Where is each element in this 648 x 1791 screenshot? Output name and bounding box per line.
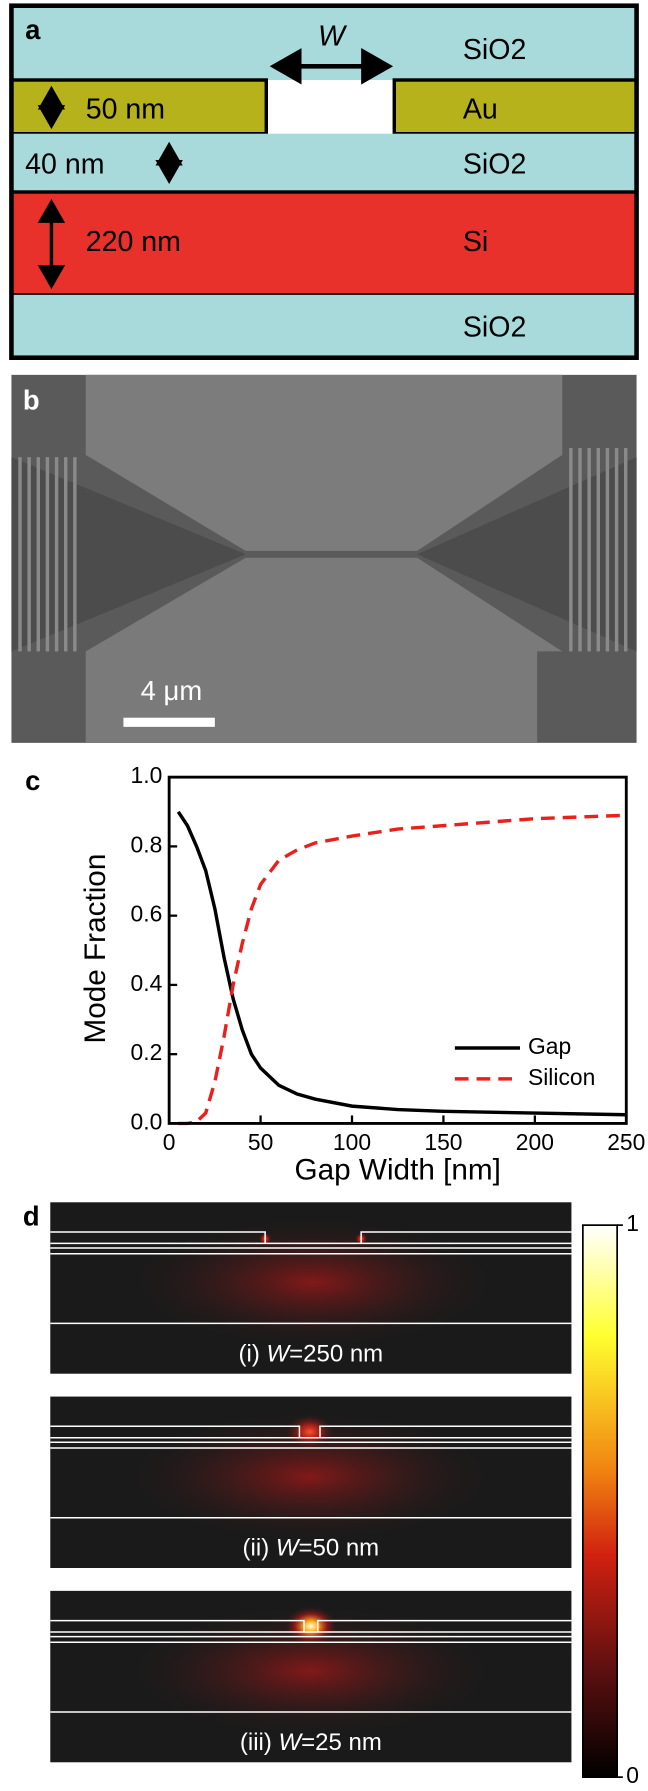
series-line	[176, 810, 627, 1117]
frame	[9, 3, 639, 360]
scale-bar-label: 4 μm	[141, 675, 202, 706]
map-label: (i) W=250 nm	[239, 1341, 384, 1368]
gap-symbol: W	[318, 20, 348, 52]
x-tick-label: 50	[248, 1129, 273, 1155]
panel-label: a	[25, 14, 41, 45]
panel-a: a W SiO2 50 nm Au 40 nm SiO2 220 nm Si S…	[9, 3, 639, 360]
map-label-symbol: W	[279, 1729, 304, 1756]
y-tick-label: 0.2	[131, 1039, 163, 1065]
x-tick-label: 250	[607, 1129, 645, 1155]
taper	[11, 457, 246, 652]
y-tick-label: 1.0	[131, 762, 163, 788]
panel-label: d	[23, 1201, 40, 1232]
x-tick-label: 0	[163, 1129, 176, 1155]
panel-b: 4 μm b	[11, 374, 637, 743]
scale-bar	[123, 717, 215, 727]
field-map: (ii) W=50 nm	[50, 1396, 572, 1568]
panel-label: b	[23, 385, 40, 416]
spacer-layer	[11, 133, 637, 192]
layer-outline	[50, 1231, 572, 1325]
x-tick-label: 200	[516, 1129, 554, 1155]
bottom-oxide-layer	[11, 294, 637, 358]
layer-outline	[50, 1425, 572, 1519]
map-label: (ii) W=50 nm	[243, 1535, 380, 1562]
layer-label: SiO2	[463, 148, 526, 180]
taper	[417, 457, 637, 652]
legend-label: Gap	[528, 1033, 571, 1059]
y-tick-label: 0.6	[131, 901, 163, 927]
y-tick-label: 0.8	[131, 831, 163, 857]
map-label-suffix: =25 nm	[301, 1729, 382, 1756]
y-axis-title: Mode Fraction	[79, 854, 112, 1044]
layer-label: SiO2	[463, 34, 526, 66]
thickness-label: 220 nm	[86, 226, 181, 258]
map-label-prefix: (iii)	[240, 1729, 279, 1756]
legend-label: Silicon	[528, 1064, 595, 1090]
x-tick-label: 150	[424, 1129, 462, 1155]
colorbar-tick-label: 0	[626, 1762, 639, 1788]
y-tick-label: 0.4	[131, 970, 163, 996]
y-tick-label: 0.0	[131, 1108, 163, 1134]
layer-label: Au	[463, 93, 498, 125]
panel-c: c Gap Width [nm] Mode Fraction 0.0 0.2 0.4…	[25, 762, 645, 1186]
electrode	[85, 374, 563, 551]
figure-content: a W SiO2 50 nm Au 40 nm SiO2 220 nm Si S…	[9, 3, 645, 1789]
au-layer	[392, 78, 639, 136]
series-line	[178, 813, 627, 1126]
thickness-label: 40 nm	[25, 148, 104, 180]
layer-label: Si	[463, 226, 488, 258]
field-glow	[118, 1213, 508, 1351]
map-label-suffix: =250 nm	[289, 1341, 383, 1368]
map-label-suffix: =50 nm	[298, 1535, 379, 1562]
si-layer	[9, 190, 639, 297]
field-map: (iii) W=25 nm	[50, 1590, 572, 1763]
grating	[18, 447, 628, 652]
map-label-prefix: (i)	[239, 1341, 267, 1368]
field-glow	[283, 1605, 339, 1647]
x-tick-label: 100	[333, 1129, 371, 1155]
layer-label: SiO2	[463, 312, 526, 344]
map-label: (iii) W=25 nm	[240, 1729, 382, 1756]
panel-d: d (i) W=250 nm (ii) W=50 nm (iii) W=25 n…	[23, 1201, 639, 1789]
layer-outline	[50, 1619, 572, 1713]
panel-label: c	[25, 765, 40, 796]
plot-frame	[167, 775, 628, 1125]
field-map: (i) W=250 nm	[50, 1202, 572, 1374]
thickness-label: 50 nm	[86, 93, 165, 125]
map-label-symbol: W	[267, 1341, 292, 1368]
map-label-prefix: (ii)	[243, 1535, 276, 1562]
electrode	[85, 557, 563, 743]
colorbar	[581, 1224, 618, 1778]
colorbar-tick-label: 1	[626, 1210, 639, 1236]
map-label-symbol: W	[276, 1535, 301, 1562]
x-axis-title: Gap Width [nm]	[295, 1153, 501, 1186]
field-glow	[284, 1413, 335, 1451]
